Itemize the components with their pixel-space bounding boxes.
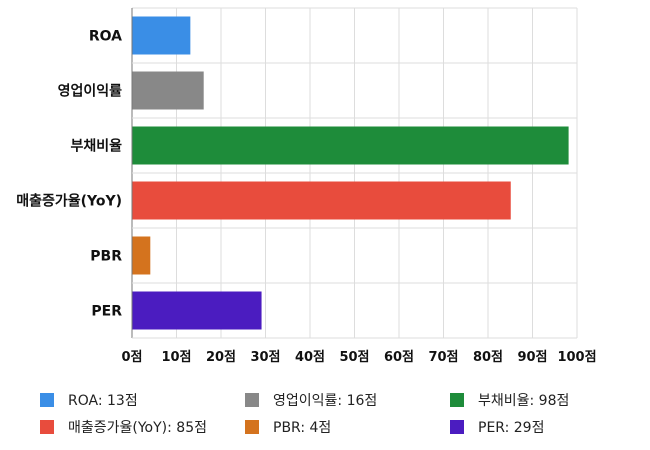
x-tick-label: 60점 [384, 350, 414, 365]
legend-swatch [40, 420, 54, 434]
x-tick-label: 80점 [473, 350, 503, 365]
x-tick-label: 20점 [206, 350, 236, 365]
legend-label: 부채비율: 98점 [478, 393, 570, 409]
bar [132, 126, 569, 165]
legend-label: PBR: 4점 [273, 420, 332, 436]
x-tick-label: 90점 [517, 350, 547, 365]
bar [132, 291, 262, 330]
x-tick-label: 100점 [557, 350, 596, 365]
grid-lines [131, 7, 578, 339]
category-label: 매출증가율(YoY) [16, 193, 122, 210]
bars [132, 16, 569, 330]
bar [132, 16, 191, 55]
legend-item: PER: 29점 [450, 417, 544, 437]
x-tick-label: 10점 [161, 350, 191, 365]
legend-item: PBR: 4점 [245, 417, 331, 437]
category-label: ROA [89, 29, 122, 45]
legend-swatch [450, 393, 464, 407]
x-tick-label: 40점 [295, 350, 325, 365]
bar [132, 71, 204, 110]
legend-swatch [245, 420, 259, 434]
legend-label: 매출증가율(YoY): 85점 [68, 420, 207, 436]
legend-label: ROA: 13점 [68, 393, 138, 409]
legend-label: PER: 29점 [478, 420, 545, 436]
legend-swatch [40, 393, 54, 407]
x-tick-label: 70점 [428, 350, 458, 365]
x-tick-label: 0점 [121, 350, 142, 365]
legend-swatch [245, 393, 259, 407]
legend-item: ROA: 13점 [40, 390, 138, 410]
legend-swatch [450, 420, 464, 434]
legend-item: 영업이익률: 16점 [245, 390, 377, 410]
category-label: PER [91, 304, 122, 320]
legend-item: 매출증가율(YoY): 85점 [40, 417, 207, 437]
category-label: PBR [90, 249, 122, 265]
category-label: 부채비율 [70, 138, 122, 155]
bar [132, 181, 511, 220]
x-tick-label: 30점 [250, 350, 280, 365]
legend-item: 부채비율: 98점 [450, 390, 569, 410]
x-tick-label: 50점 [339, 350, 369, 365]
legend-label: 영업이익률: 16점 [273, 393, 378, 409]
x-tick-labels: 0점 10점 20점 30점 40점 50점 60점 70점 80점 90점 100점 [121, 350, 596, 365]
category-label: 영업이익률 [58, 83, 123, 100]
bar [132, 236, 151, 275]
